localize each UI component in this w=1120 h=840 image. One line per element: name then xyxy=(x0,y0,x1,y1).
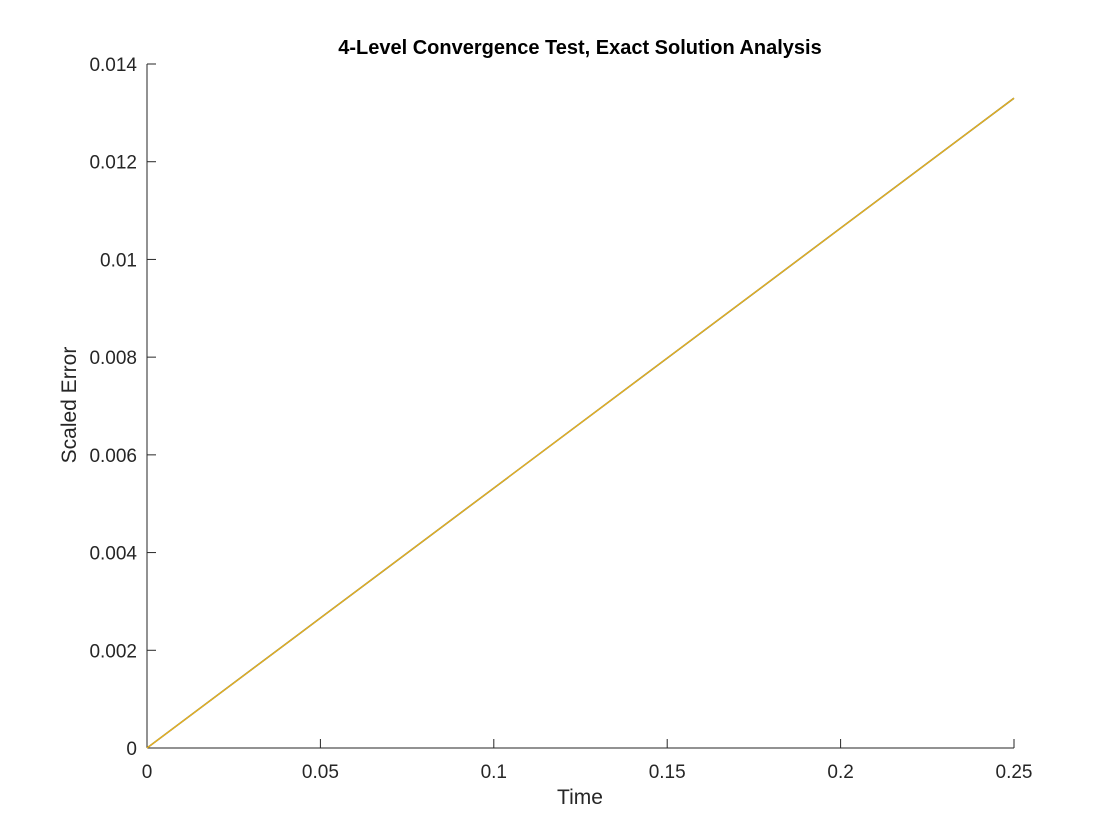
y-tick-label: 0.004 xyxy=(89,544,137,565)
x-tick-label: 0.05 xyxy=(302,762,339,783)
y-tick-label: 0.014 xyxy=(89,55,137,76)
x-tick-label: 0.1 xyxy=(481,762,507,783)
axes: 0 0.05 0.1 0.15 0.2 0.25 0 0.002 0.004 0.006 0.008… xyxy=(89,55,1032,783)
y-tick-label: 0.012 xyxy=(89,153,137,174)
y-tick-label: 0.002 xyxy=(89,641,137,662)
x-tick-label: 0.15 xyxy=(649,762,686,783)
y-tick-label: 0.008 xyxy=(89,348,137,369)
x-tick-label: 0.25 xyxy=(996,762,1033,783)
x-tick-label: 0 xyxy=(142,762,153,783)
x-tick-label: 0.2 xyxy=(827,762,853,783)
chart-title: 4-Level Convergence Test, Exact Solution… xyxy=(338,37,822,59)
series-line-2 xyxy=(146,97,1015,749)
plot-series xyxy=(146,97,1015,749)
y-tick-label: 0.006 xyxy=(89,446,137,467)
y-tick-label: 0 xyxy=(126,739,137,760)
x-axis-title: Time xyxy=(557,786,603,809)
y-axis-title: Scaled Error xyxy=(58,347,81,464)
y-tick-label: 0.01 xyxy=(100,250,137,271)
